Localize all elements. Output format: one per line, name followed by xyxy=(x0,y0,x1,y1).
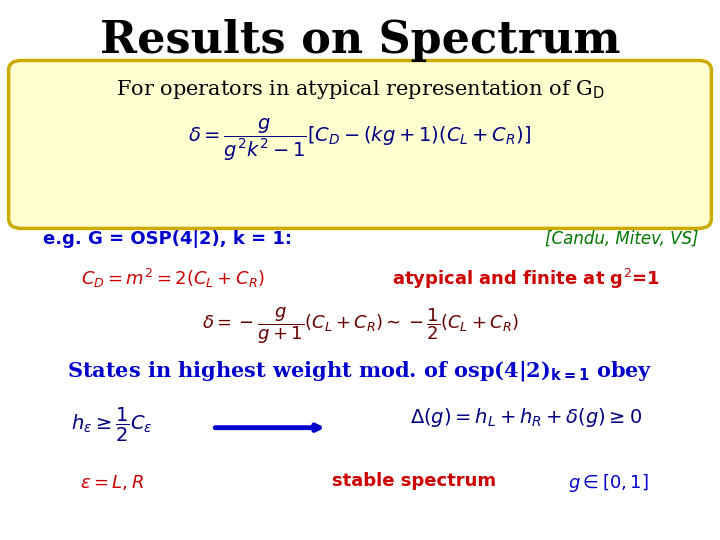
Text: $C_D = m^2 = 2(C_L + C_R)$: $C_D = m^2 = 2(C_L + C_R)$ xyxy=(81,267,265,291)
FancyBboxPatch shape xyxy=(9,60,711,228)
Text: $\delta = -\dfrac{g}{g+1}(C_L + C_R) \sim -\dfrac{1}{2}(C_L + C_R)$: $\delta = -\dfrac{g}{g+1}(C_L + C_R) \si… xyxy=(202,305,518,346)
Text: $h_\epsilon \geq \dfrac{1}{2} C_\epsilon$: $h_\epsilon \geq \dfrac{1}{2} C_\epsilon… xyxy=(71,406,153,444)
Text: $\Delta(g) = h_L + h_R + \delta(g) \geq 0$: $\Delta(g) = h_L + h_R + \delta(g) \geq … xyxy=(410,406,642,429)
Text: e.g. G = OSP(4|2), k = 1:: e.g. G = OSP(4|2), k = 1: xyxy=(43,230,292,247)
Text: $\epsilon = L, R$: $\epsilon = L, R$ xyxy=(80,472,143,491)
Text: Results on Spectrum: Results on Spectrum xyxy=(100,19,620,62)
Text: stable spectrum: stable spectrum xyxy=(332,472,496,490)
Text: States in highest weight mod. of osp(4|2)$_{\mathbf{k=1}}$ obey: States in highest weight mod. of osp(4|2… xyxy=(67,359,653,383)
Text: $g \in [0,1]$: $g \in [0,1]$ xyxy=(568,472,649,495)
Text: [Candu, Mitev, VS]: [Candu, Mitev, VS] xyxy=(545,230,698,247)
Text: For operators in atypical representation of G$_\mathrm{D}$: For operators in atypical representation… xyxy=(116,78,604,102)
Text: $\delta = \dfrac{g}{g^2 k^2 - 1}\left[C_D - (kg+1)(C_L + C_R)\right]$: $\delta = \dfrac{g}{g^2 k^2 - 1}\left[C_… xyxy=(189,116,531,163)
Text: atypical and finite at g$^2$=1: atypical and finite at g$^2$=1 xyxy=(392,267,660,292)
